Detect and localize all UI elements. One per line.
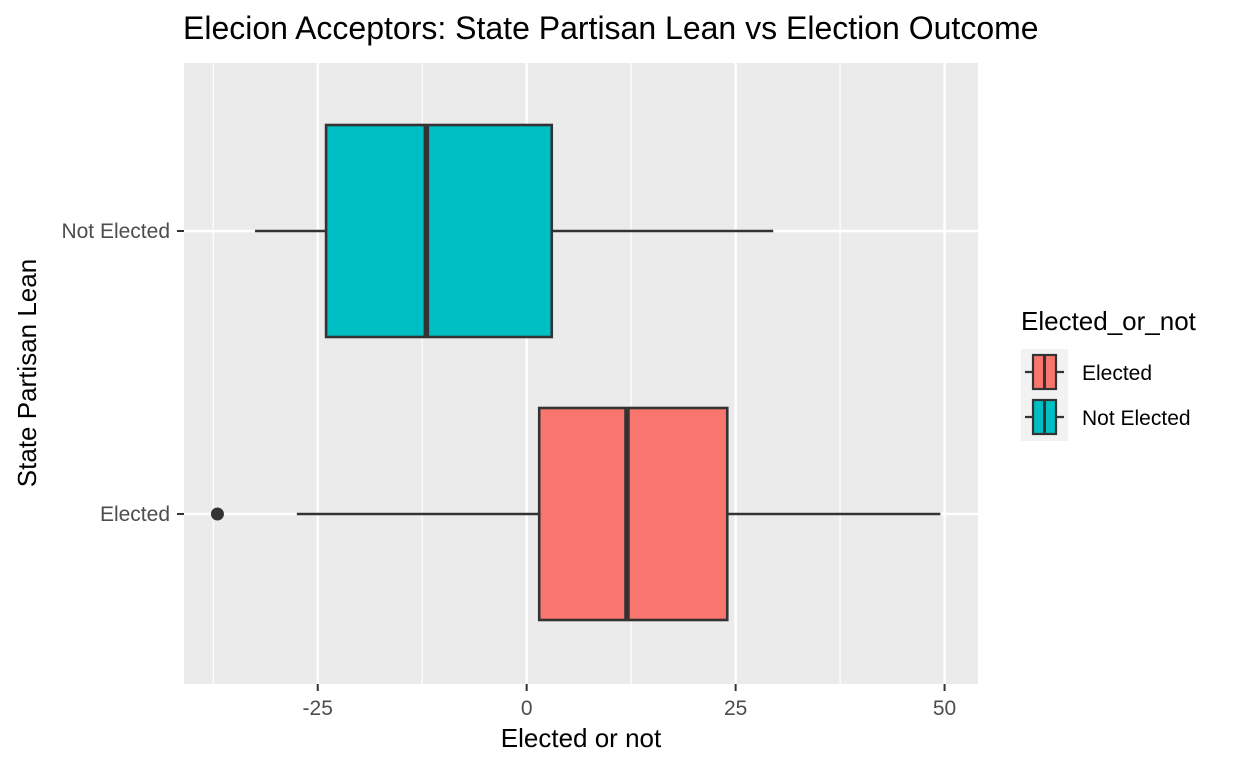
legend-item: Not Elected — [1025, 398, 1191, 436]
legend-label: Elected — [1082, 362, 1152, 385]
x-tick-label: 25 — [724, 697, 747, 720]
x-tick-label: 0 — [521, 697, 533, 720]
x-tick-label: -25 — [303, 697, 333, 720]
legend-items: Elected Not Elected — [1021, 349, 1191, 441]
legend-title: Elected_or_not — [1021, 306, 1197, 336]
box-layer — [210, 123, 941, 622]
axis-layer: -25 0 25 50 Elected Not Elected — [61, 220, 956, 720]
boxplot-not-elected — [255, 123, 774, 339]
x-tick-label: 50 — [933, 697, 956, 720]
x-axis-title: Elected or not — [501, 723, 662, 753]
chart-title: Elecion Acceptors: State Partisan Lean v… — [183, 10, 1039, 46]
iqr-box — [324, 123, 554, 339]
y-axis-title: State Partisan Lean — [12, 259, 42, 487]
outlier-point — [210, 507, 224, 521]
boxplot-elected — [210, 406, 941, 622]
legend: Elected_or_not Elected Not Elected — [1021, 306, 1197, 441]
y-tick-label: Not Elected — [61, 220, 170, 243]
y-tick-label: Elected — [100, 503, 170, 526]
legend-item: Elected — [1025, 353, 1152, 391]
iqr-box — [537, 406, 729, 622]
legend-label: Not Elected — [1082, 407, 1191, 430]
